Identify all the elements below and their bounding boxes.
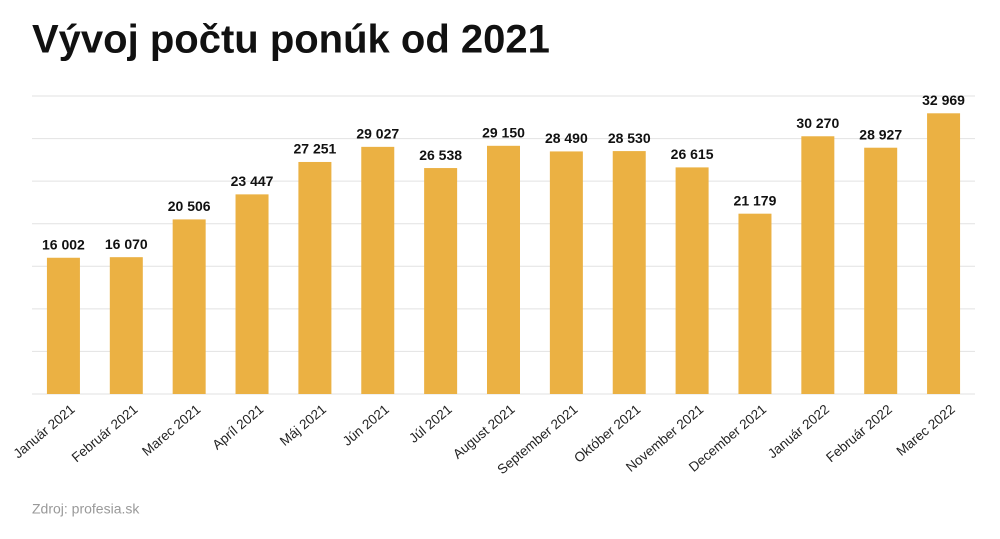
x-tick-label: Jún 2021 [340, 402, 392, 449]
bar [738, 213, 772, 394]
value-label: 32 969 [922, 92, 965, 108]
value-label: 28 927 [859, 126, 902, 142]
bar [612, 151, 646, 394]
bar [172, 219, 206, 394]
x-tick-label: Máj 2021 [277, 402, 329, 449]
value-label: 26 615 [671, 146, 714, 162]
value-label: 29 150 [482, 125, 525, 141]
value-label: 20 506 [168, 198, 211, 214]
x-tick-label: Apríl 2021 [209, 402, 266, 453]
bar [46, 257, 80, 394]
x-tick-label: Február 2022 [823, 402, 895, 466]
x-tick-label: Marec 2022 [894, 402, 958, 459]
x-tick-label: August 2021 [450, 402, 518, 462]
bar [864, 147, 898, 394]
bar [675, 167, 709, 394]
chart-title: Vývoj počtu ponúk od 2021 [32, 18, 550, 62]
bar [298, 161, 332, 394]
value-label: 16 002 [42, 236, 85, 252]
bar [801, 136, 835, 394]
value-label: 23 447 [231, 173, 274, 189]
value-label: 28 490 [545, 130, 588, 146]
value-label: 26 538 [419, 147, 462, 163]
x-tick-label: Marec 2021 [139, 402, 203, 459]
value-label: 30 270 [796, 115, 839, 131]
source-note: Zdroj: profesia.sk [32, 501, 140, 517]
value-label: 21 179 [734, 192, 777, 208]
x-tick-label: Február 2021 [69, 402, 141, 466]
bar [235, 194, 269, 394]
value-label: 27 251 [293, 141, 336, 157]
bar [361, 146, 395, 394]
bar [424, 168, 458, 394]
x-tick-label: Júl 2021 [406, 402, 455, 446]
bar [487, 145, 520, 394]
bar [927, 113, 961, 394]
x-tick-label: Január 2022 [765, 402, 832, 462]
value-label: 28 530 [608, 130, 651, 146]
bar [109, 257, 143, 394]
value-label: 29 027 [356, 126, 399, 142]
x-tick-label: Január 2021 [11, 402, 78, 462]
bar [549, 151, 583, 394]
value-label: 16 070 [105, 236, 148, 252]
